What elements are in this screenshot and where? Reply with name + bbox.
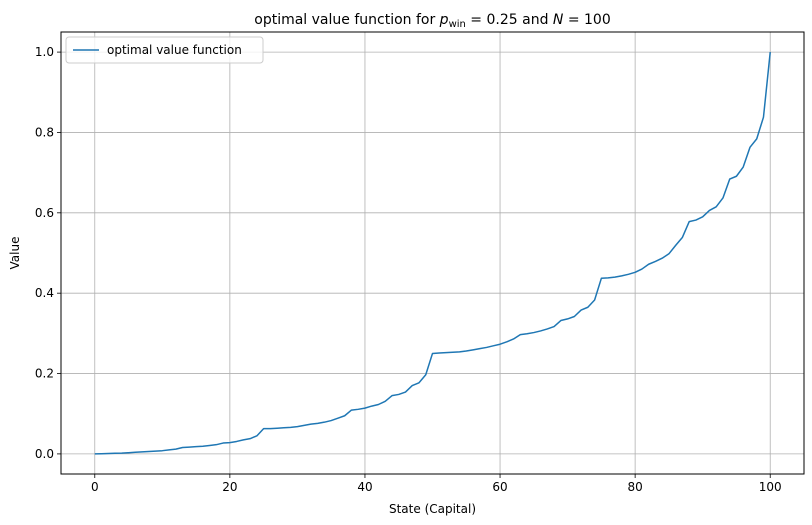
y-axis-label: Value [8,237,22,270]
x-tick-label: 20 [222,480,237,494]
y-tick-label: 0.4 [35,286,54,300]
title-p: p [439,12,449,28]
x-tick-label: 60 [492,480,507,494]
title-n: N [553,12,564,28]
y-tick-label: 0.0 [35,447,54,461]
series-line [94,52,771,455]
x-axis-label: State (Capital) [389,502,476,516]
x-tick-label: 80 [627,480,642,494]
y-tick-label: 0.8 [35,125,54,139]
legend-box [65,36,264,64]
y-tick-label: 0.6 [35,206,54,220]
x-tick-label: 40 [357,480,372,494]
x-tick-label: 100 [759,480,782,494]
y-tick-label: 1.0 [35,45,54,59]
plot-frame [60,31,805,475]
x-tick-label: 0 [91,480,99,494]
title-p-sub: win [449,19,466,30]
title-suffix: = 100 [563,12,610,28]
y-tick-label: 0.2 [35,367,54,381]
legend-label: optimal value function [107,43,242,57]
chart-title: optimal value function for pwin = 0.25 a… [254,12,611,30]
title-prefix: optimal value function for [254,12,439,28]
legend: optimal value function [65,36,264,64]
series-layer [94,52,771,455]
ticks: 0 20 40 60 80 100 0.0 0.2 0.4 0.6 0.8 1.0 [35,45,782,494]
title-middle: = 0.25 and [466,12,553,28]
